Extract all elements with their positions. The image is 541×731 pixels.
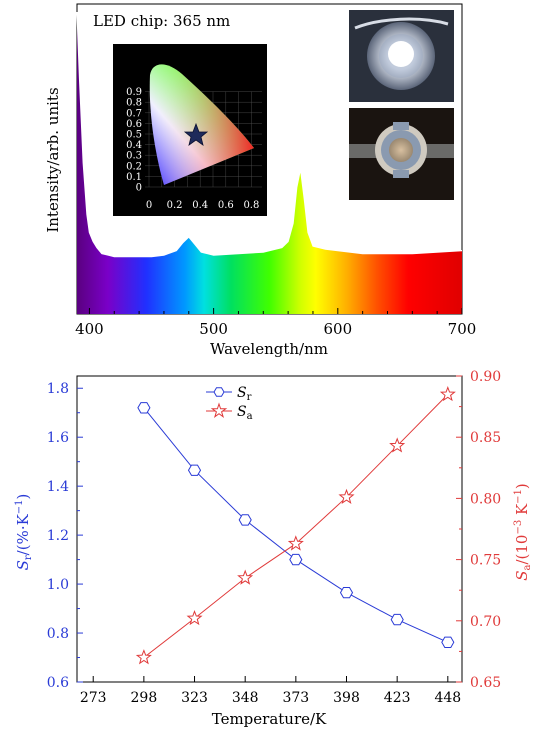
- spectrum-x-ticks: 400 500 600 700: [75, 308, 476, 338]
- temperature-x-ticks: 273 298 323 348 373 398 423 448: [80, 676, 461, 706]
- cie-x-tick-label: 0.4: [192, 200, 208, 211]
- temperature-x-tick-label: 273: [80, 690, 107, 706]
- right-y-tick-label: 0.75: [470, 553, 501, 569]
- sensitivity-frame: [76, 375, 463, 683]
- series-layer: [135, 385, 456, 665]
- legend-sr-label: Sr: [237, 385, 252, 403]
- spectrum-x-tick-label: 500: [199, 320, 228, 338]
- right-y-axis-ticks: 0.65 0.70 0.75 0.80 0.85 0.90: [456, 369, 501, 691]
- right-y-tick-label: 0.65: [470, 675, 501, 691]
- left-y-axis-label: Sr/(%·K−1): [14, 494, 34, 571]
- spectrum-y-axis-label: Intensity/arb. units: [44, 87, 62, 232]
- left-y-tick-label: 1.0: [47, 577, 69, 593]
- series-line-sr: [143, 407, 449, 643]
- spectrum-curve: [76, 11, 463, 258]
- cie-y-tick-label: 0.2: [126, 161, 142, 172]
- sr-data-point: [339, 587, 354, 599]
- temperature-x-tick-label: 298: [131, 690, 158, 706]
- sa-data-point: [439, 385, 456, 402]
- sa-data-point: [135, 649, 152, 665]
- sr-data-point: [137, 402, 151, 414]
- temperature-x-tick-label: 423: [384, 690, 411, 706]
- sr-data-point: [187, 464, 202, 476]
- cie-tick-labels: 00.10.20.30.40.50.60.70.80.90 0.2 0.4 0.6 0.…: [126, 87, 259, 211]
- right-y-axis-label: Sa/(10−3 K−1): [513, 483, 533, 581]
- legend-sr-marker: [213, 387, 225, 397]
- spectrum-panel: 400 500 600 700 Wavelength/nm Intensity/arb…: [44, 3, 476, 358]
- led-chip-label: LED chip: 365 nm: [93, 12, 230, 30]
- cie-y-tick-label: 0: [136, 183, 142, 194]
- led-unlit-photo: [349, 108, 454, 200]
- cie-x-tick-label: 0.2: [167, 200, 183, 211]
- left-y-tick-label: 0.6: [47, 675, 69, 691]
- cie-y-tick-label: 0.6: [126, 119, 142, 130]
- temperature-x-tick-label: 373: [282, 690, 309, 706]
- right-y-tick-label: 0.70: [470, 614, 501, 630]
- temperature-x-tick-label: 448: [434, 690, 461, 706]
- sensitivity-panel: 0.60.81.01.21.41.61.8 0.650.700.750.800.…: [14, 369, 533, 728]
- sr-data-point: [238, 514, 252, 526]
- left-y-tick-label: 1.4: [47, 479, 69, 495]
- cie-y-tick-label: 0.8: [126, 98, 142, 109]
- right-y-tick-label: 0.80: [470, 491, 501, 507]
- cie-y-tick-label: 0.9: [126, 87, 142, 98]
- cie-y-tick-label: 0.1: [126, 172, 142, 183]
- temperature-x-axis-label: Temperature/K: [212, 710, 327, 728]
- left-y-tick-label: 0.8: [47, 626, 69, 642]
- spectrum-x-tick-label: 600: [323, 320, 352, 338]
- led-lit-photo: [349, 10, 454, 102]
- left-y-tick-label: 1.2: [47, 528, 69, 544]
- cie-x-tick-label: 0: [146, 200, 152, 211]
- temperature-x-tick-label: 323: [181, 690, 208, 706]
- cie-inset: 00.10.20.30.40.50.60.70.80.90 0.2 0.4 0.6 0.…: [113, 44, 267, 216]
- left-y-tick-label: 1.6: [47, 430, 69, 446]
- right-y-tick-label: 0.90: [470, 369, 501, 385]
- cie-star-marker: [183, 122, 209, 146]
- sr-data-point: [390, 613, 404, 626]
- cie-y-tick-label: 0.5: [126, 130, 142, 141]
- cie-x-tick-label: 0.8: [243, 200, 259, 211]
- sa-data-point: [389, 437, 406, 453]
- legend-sa-marker: [210, 402, 228, 418]
- legend: Sr Sa: [206, 385, 253, 422]
- sa-data-point: [237, 569, 254, 585]
- spectrum-x-axis-label: Wavelength/nm: [210, 340, 328, 358]
- cie-y-tick-label: 0.3: [126, 151, 142, 162]
- cie-x-tick-label: 0.6: [218, 200, 234, 211]
- spectrum-x-tick-label: 400: [75, 320, 104, 338]
- right-y-tick-label: 0.85: [470, 430, 501, 446]
- cie-y-tick-label: 0.7: [126, 108, 142, 119]
- spectrum-x-tick-label: 700: [448, 320, 477, 338]
- temperature-x-tick-label: 348: [232, 690, 259, 706]
- sr-data-point: [441, 636, 455, 648]
- left-y-axis-ticks: 0.6 0.8 1.0 1.2 1.4 1.6 1.8: [47, 381, 83, 691]
- legend-sa-label: Sa: [237, 404, 253, 422]
- sa-data-point: [287, 535, 304, 551]
- sa-data-point: [338, 488, 355, 504]
- temperature-x-tick-label: 398: [333, 690, 360, 706]
- sr-data-point: [289, 553, 303, 566]
- left-y-tick-label: 1.8: [47, 381, 69, 397]
- cie-y-tick-label: 0.4: [126, 140, 142, 151]
- sa-data-point: [186, 609, 203, 626]
